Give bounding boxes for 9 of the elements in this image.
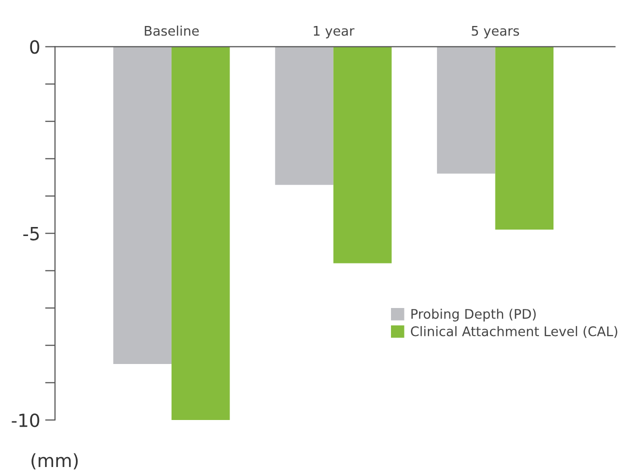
y-axis-title: (mm) (32, 453, 78, 470)
x-tick-label: 5 years (472, 26, 520, 38)
legend-label: Probing Depth (PD) (411, 308, 536, 322)
x-tick-label: Baseline (144, 26, 199, 36)
y-tick-label: -5 (23, 227, 39, 240)
y-tick-label: -10 (12, 413, 40, 428)
legend-label: Clinical Attachment Level (CAL) (410, 326, 618, 338)
y-tick-label: 0 (30, 40, 40, 54)
x-tick-label: 1 year (314, 26, 354, 38)
